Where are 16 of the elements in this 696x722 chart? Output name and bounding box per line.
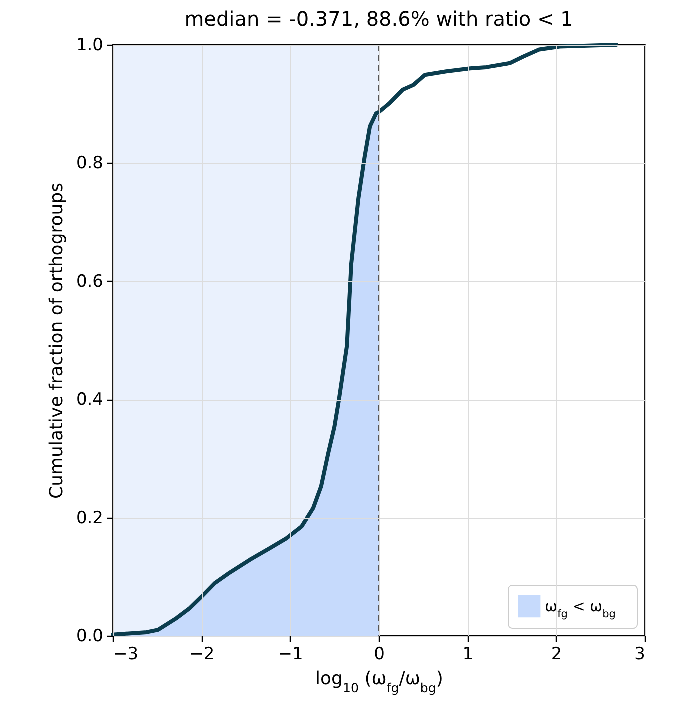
x-tick-label: 0 (374, 644, 385, 664)
y-tick-label: 0.6 (76, 272, 104, 292)
y-tick-label: 1.0 (76, 36, 104, 56)
y-axis-title: Cumulative fraction of orthogroups (46, 183, 68, 499)
x-axis-title: log$_{10}$ (ω$_{fg}$/ω$_{bg}$) (316, 668, 444, 695)
x-tick-label: 3 (634, 644, 646, 664)
x-tick-label: 2 (551, 644, 562, 664)
y-tick-label: 0.2 (76, 508, 104, 528)
y-tick-label: 0.0 (76, 626, 104, 646)
y-tick-label: 0.8 (76, 154, 104, 174)
x-tick-label: −1 (278, 644, 304, 664)
x-tick-label: −3 (114, 644, 139, 664)
chart-title: median = -0.371, 88.6% with ratio < 1 (184, 7, 574, 31)
y-tick-label: 0.4 (76, 390, 104, 410)
x-tick-label: 1 (462, 644, 474, 664)
x-tick-label: −2 (190, 644, 215, 664)
